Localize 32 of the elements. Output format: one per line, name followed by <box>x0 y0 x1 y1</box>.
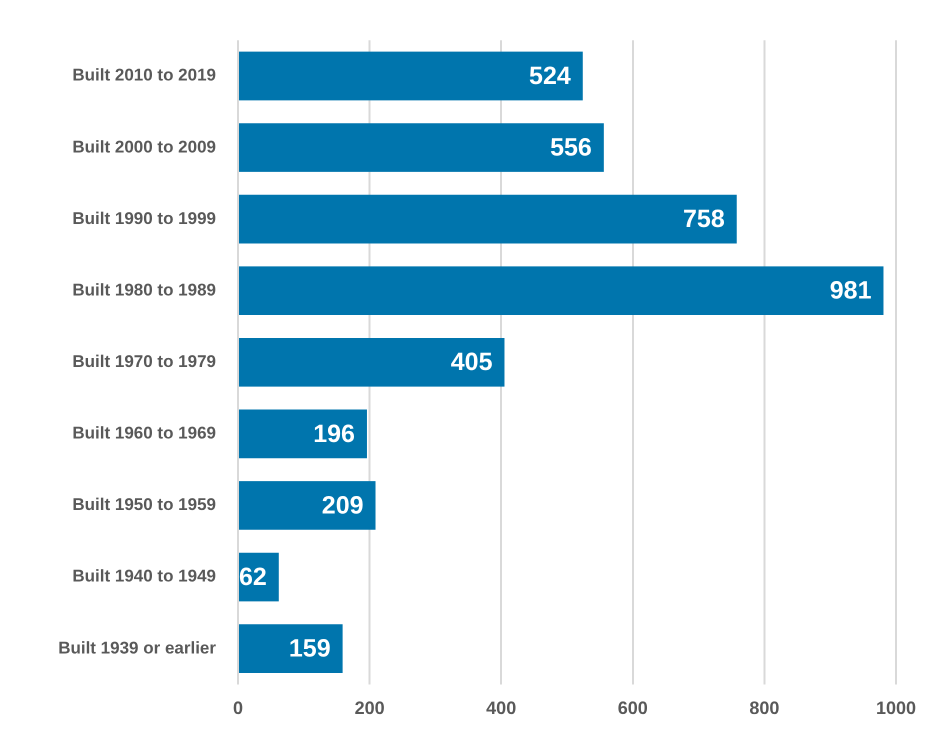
y-tick-label: Built 1939 or earlier <box>58 638 216 658</box>
y-tick-label: Built 1990 to 1999 <box>72 208 216 228</box>
y-tick-label: Built 1970 to 1979 <box>72 352 216 371</box>
y-tick-label: Built 1960 to 1969 <box>72 424 216 443</box>
x-tick-label: 0 <box>232 698 244 718</box>
y-tick-label: Built 1980 to 1989 <box>72 280 216 300</box>
data-label: 209 <box>322 491 364 520</box>
y-tick-label: Built 1940 to 1949 <box>72 566 216 586</box>
bar <box>239 410 367 458</box>
bar <box>239 123 604 172</box>
bar <box>239 481 376 530</box>
x-tick-label: 200 <box>354 698 385 718</box>
bar <box>239 338 504 387</box>
bar <box>239 266 884 316</box>
data-label: 981 <box>830 276 872 305</box>
x-tick-label: 800 <box>749 698 780 718</box>
x-tick-label: 400 <box>486 698 516 718</box>
y-tick-label: Built 2010 to 2019 <box>72 66 216 85</box>
data-label: 556 <box>550 133 592 162</box>
y-tick-label: Built 2000 to 2009 <box>72 137 216 156</box>
bar <box>239 194 737 244</box>
bar <box>239 52 583 100</box>
bar <box>239 624 343 673</box>
x-tick-label: 600 <box>618 698 648 718</box>
data-label: 524 <box>529 62 571 90</box>
data-label: 62 <box>238 562 267 591</box>
data-label: 159 <box>288 634 331 662</box>
x-tick-label: 1000 <box>876 698 916 718</box>
y-tick-label: Built 1950 to 1959 <box>72 495 216 514</box>
data-label: 758 <box>683 205 725 234</box>
data-label: 196 <box>313 420 355 448</box>
data-label: 405 <box>450 348 493 376</box>
